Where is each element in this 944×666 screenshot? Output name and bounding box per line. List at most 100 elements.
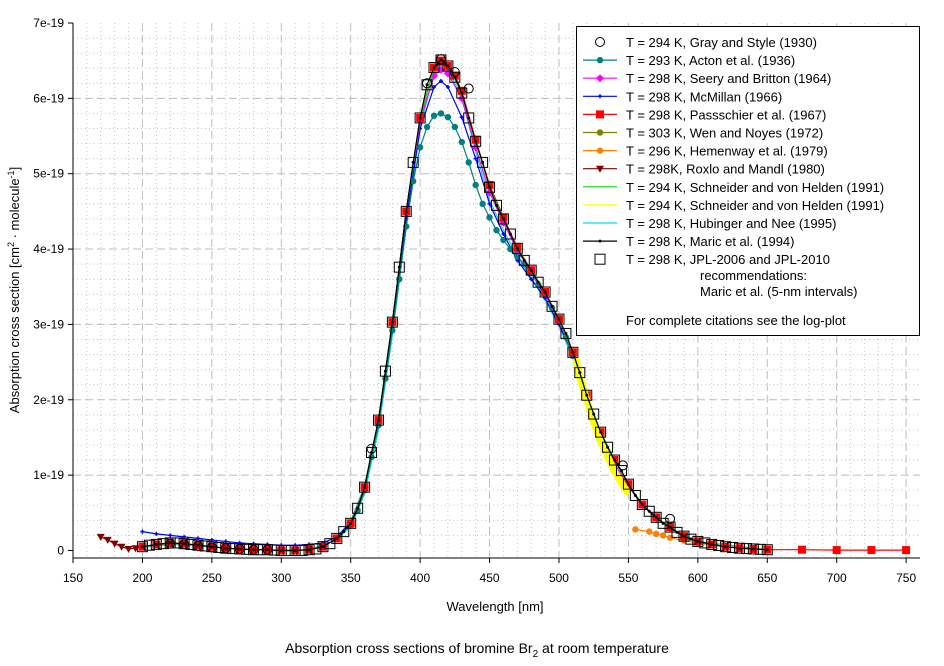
data-point xyxy=(661,521,665,525)
data-point xyxy=(386,316,398,328)
data-point xyxy=(470,135,482,147)
data-point xyxy=(622,478,634,490)
data-point xyxy=(171,537,183,549)
data-point xyxy=(457,86,466,95)
data-point xyxy=(615,465,627,477)
data-point xyxy=(140,529,145,534)
x-tick-label: 350 xyxy=(341,571,361,585)
data-point xyxy=(416,144,424,151)
data-point xyxy=(349,521,353,525)
legend-label: T = 298 K, JPL-2006 and JPL-2010 xyxy=(626,252,830,267)
legend-box xyxy=(576,26,920,336)
data-point xyxy=(206,542,217,553)
data-point xyxy=(740,543,752,555)
data-point xyxy=(372,414,384,426)
data-point xyxy=(713,540,725,552)
data-point xyxy=(472,181,479,189)
series-line xyxy=(572,357,632,496)
x-tick-label: 750 xyxy=(896,571,916,585)
data-point xyxy=(754,543,766,555)
legend-label: T = 298 K, Hubinger and Nee (1995) xyxy=(626,216,836,231)
data-point xyxy=(421,79,433,91)
data-point xyxy=(747,543,759,555)
data-point xyxy=(560,327,572,339)
data-point xyxy=(602,441,614,453)
data-point xyxy=(449,66,460,77)
data-point xyxy=(124,545,133,553)
y-tick-label: 0 xyxy=(57,543,64,557)
data-point xyxy=(532,276,544,288)
legend-swatch-marker xyxy=(594,253,606,265)
data-point xyxy=(668,525,672,529)
data-point xyxy=(682,534,686,538)
data-point xyxy=(525,264,537,276)
data-point xyxy=(493,227,500,234)
data-point xyxy=(699,537,711,549)
data-point xyxy=(449,71,461,83)
data-point xyxy=(609,454,621,466)
data-point xyxy=(751,547,755,551)
data-point xyxy=(418,116,422,120)
data-point xyxy=(459,115,464,120)
data-point xyxy=(154,531,159,536)
data-point xyxy=(157,538,169,550)
data-point xyxy=(720,541,732,553)
x-tick-label: 650 xyxy=(757,571,777,585)
y-tick-label: 1e-19 xyxy=(33,468,64,482)
data-point xyxy=(437,110,445,117)
data-point xyxy=(359,481,371,493)
data-point xyxy=(486,214,493,221)
data-point xyxy=(481,160,485,164)
data-point xyxy=(646,528,653,535)
legend-label: T = 298 K, Maric et al. (1994) xyxy=(626,234,794,249)
legend-label: T = 298 K, McMillan (1966) xyxy=(626,89,782,104)
data-point xyxy=(595,426,607,438)
data-point xyxy=(491,199,502,211)
series-0 xyxy=(165,54,676,555)
data-point xyxy=(727,541,739,553)
data-point xyxy=(366,443,377,454)
data-point xyxy=(564,331,568,335)
data-point xyxy=(571,350,575,354)
data-point xyxy=(647,509,651,513)
data-point xyxy=(578,371,582,375)
data-point xyxy=(585,393,589,397)
legend-label: T = 294 K, Schneider and von Helden (199… xyxy=(626,198,884,213)
data-point xyxy=(252,548,256,552)
data-point xyxy=(588,408,600,420)
data-point xyxy=(143,539,155,551)
data-point xyxy=(168,533,173,538)
data-point xyxy=(136,541,148,553)
plot-area xyxy=(96,54,911,556)
data-point xyxy=(737,546,741,550)
x-tick-label: 150 xyxy=(63,571,83,585)
data-point xyxy=(296,544,308,556)
data-point xyxy=(265,548,269,552)
data-point xyxy=(150,538,162,550)
legend-swatch-marker xyxy=(598,94,602,99)
data-point xyxy=(307,548,311,552)
x-tick-label: 700 xyxy=(827,571,847,585)
legend-label: T = 303 K, Wen and Noyes (1972) xyxy=(626,126,823,141)
data-point xyxy=(902,546,911,555)
y-tick-label: 4e-19 xyxy=(33,242,64,256)
data-point xyxy=(154,542,158,546)
data-point xyxy=(467,116,471,120)
x-tick-label: 500 xyxy=(549,571,569,585)
data-point xyxy=(539,286,551,298)
data-point xyxy=(279,548,283,552)
x-axis-label: Wavelength [nm] xyxy=(446,599,543,614)
data-point xyxy=(335,536,339,540)
data-point xyxy=(543,290,547,294)
data-point xyxy=(508,232,512,236)
x-tick-label: 250 xyxy=(202,571,222,585)
data-point xyxy=(241,543,253,555)
data-point xyxy=(484,181,496,193)
data-point xyxy=(632,526,639,533)
data-point xyxy=(432,65,436,69)
data-point xyxy=(477,156,489,168)
data-point xyxy=(685,533,697,545)
data-point xyxy=(692,535,704,547)
data-point xyxy=(696,539,700,543)
legend-swatch-marker xyxy=(598,239,602,243)
